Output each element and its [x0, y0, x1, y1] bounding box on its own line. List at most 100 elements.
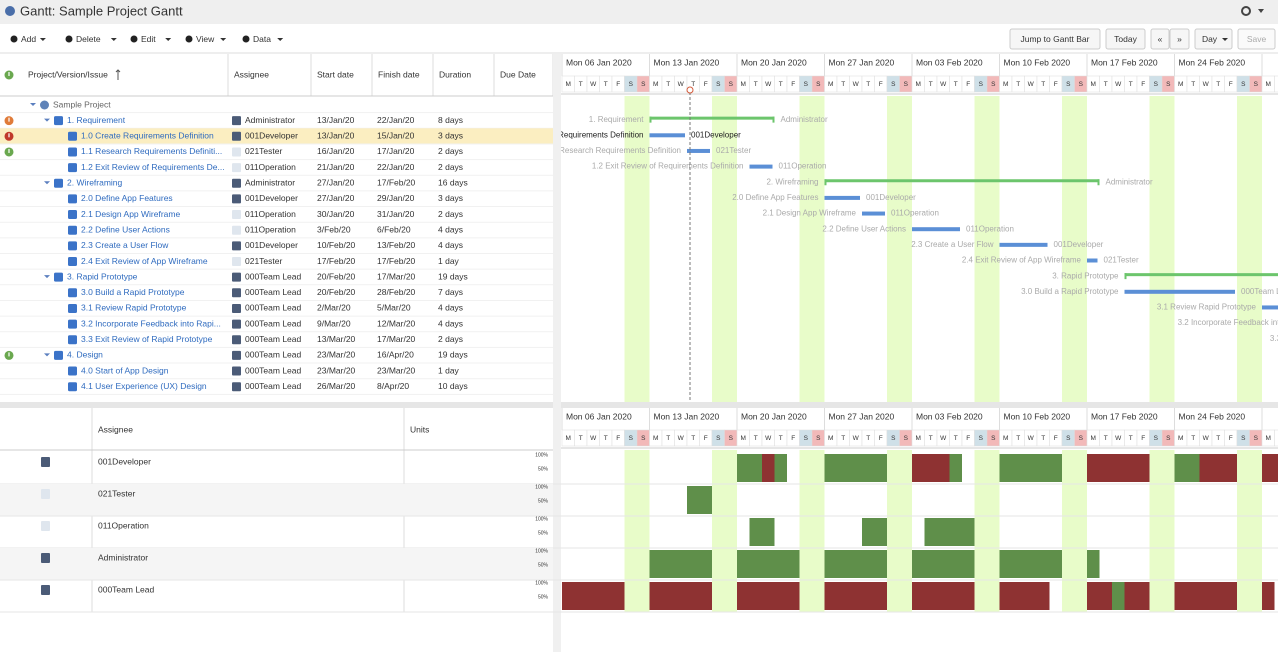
weekend-column	[975, 96, 988, 402]
load-cell	[875, 454, 888, 482]
day-label: S	[1241, 81, 1246, 88]
day-label: F	[1141, 435, 1145, 442]
load-cell	[875, 518, 888, 546]
issue-name[interactable]: 1.2 Exit Review of Requirements De...	[81, 162, 225, 172]
day-label: F	[1054, 81, 1058, 88]
issue-name[interactable]: 3.3 Exit Review of Rapid Prototype	[81, 334, 213, 344]
assignee: 001Developer	[245, 240, 298, 250]
issue-name[interactable]: 2.1 Design App Wireframe	[81, 209, 180, 219]
day-label: W	[1203, 435, 1210, 442]
gantt-task-label: 3.1 Review Rapid Prototype	[1157, 303, 1257, 312]
gantt-task-label: 2.1 Design App Wireframe	[763, 209, 857, 218]
avatar	[232, 179, 241, 188]
issue-icon	[68, 226, 77, 235]
vertical-splitter[interactable]	[553, 54, 561, 652]
load-cell	[575, 582, 588, 610]
issue-name[interactable]: 2.2 Define User Actions	[81, 224, 170, 234]
task-bar[interactable]	[912, 227, 960, 231]
toolbar-button[interactable]: »	[1177, 34, 1182, 44]
issue-name[interactable]: 3.2 Incorporate Feedback into Rapi...	[81, 318, 221, 328]
load-cell	[612, 582, 625, 610]
weekend-column	[1062, 96, 1075, 402]
day-label: S	[804, 81, 809, 88]
duration: 4 days	[438, 303, 463, 313]
issue-name[interactable]: 2.3 Create a User Flow	[81, 240, 169, 250]
assignee: 000Team Lead	[245, 334, 302, 344]
day-label: W	[940, 81, 947, 88]
load-cell	[687, 486, 700, 514]
day-label: T	[604, 81, 608, 88]
issue-name[interactable]: 3.1 Review Rapid Prototype	[81, 303, 187, 313]
duration: 3 days	[438, 131, 463, 141]
load-cell	[1025, 454, 1038, 482]
start-date: 2/Mar/20	[317, 303, 351, 313]
issue-name[interactable]: 4.1 User Experience (UX) Design	[81, 381, 207, 391]
issue-name[interactable]: Sample Project	[53, 99, 111, 109]
issue-name[interactable]: 1.1 Research Requirements Definiti...	[81, 146, 222, 156]
day-label: W	[765, 81, 772, 88]
weekend-column	[1162, 450, 1175, 612]
issue-name[interactable]: 2.4 Exit Review of App Wireframe	[81, 256, 208, 266]
column-header: Assignee	[234, 69, 269, 79]
duration: 1 day	[438, 365, 460, 375]
day-label: S	[629, 435, 634, 442]
day-label: S	[904, 435, 909, 442]
task-bar[interactable]	[1087, 259, 1098, 263]
task-bar[interactable]	[862, 212, 885, 216]
day-label: S	[891, 81, 896, 88]
day-label: T	[754, 435, 758, 442]
issue-name[interactable]: 2.0 Define App Features	[81, 193, 173, 203]
start-date: 9/Mar/20	[317, 318, 351, 328]
load-cell	[937, 454, 950, 482]
task-bar[interactable]	[1262, 305, 1278, 309]
issue-name[interactable]: 4.0 Start of App Design	[81, 365, 169, 375]
toolbar-button[interactable]: Today	[1114, 34, 1137, 44]
toolbar-button[interactable]: Data	[253, 34, 271, 44]
day-label: S	[716, 435, 721, 442]
finish-date: 22/Jan/20	[377, 162, 415, 172]
task-bar[interactable]	[650, 133, 686, 137]
avatar	[232, 257, 241, 266]
load-cell	[650, 550, 663, 578]
toolbar-button[interactable]: Day	[1202, 34, 1218, 44]
toolbar-button[interactable]: Save	[1247, 34, 1267, 44]
gantt-task-label: 2.3 Create a User Flow	[911, 240, 993, 249]
tree-toggle	[44, 181, 50, 184]
day-label: S	[1166, 81, 1171, 88]
day-label: S	[904, 81, 909, 88]
gantt-assignee-label: 011Operation	[966, 224, 1014, 233]
issue-name[interactable]: 4. Design	[67, 350, 103, 360]
toolbar-button[interactable]: Jump to Gantt Bar	[1021, 34, 1090, 44]
load-cell	[950, 582, 963, 610]
load-cell	[1087, 582, 1100, 610]
day-label: M	[1091, 435, 1096, 442]
avatar	[232, 116, 241, 125]
task-bar[interactable]	[750, 165, 773, 169]
horizontal-splitter[interactable]	[0, 402, 1278, 408]
week-label: Mon 20 Jan 2020	[741, 411, 807, 421]
day-label: T	[841, 81, 845, 88]
toolbar-button[interactable]: Add	[21, 34, 36, 44]
toolbar-button[interactable]: Edit	[141, 34, 156, 44]
toolbar-button[interactable]: Delete	[76, 34, 101, 44]
task-bar[interactable]	[1000, 243, 1048, 247]
load-cell	[700, 550, 713, 578]
issue-name[interactable]: 1.0 Create Requirements Definition	[81, 131, 214, 141]
assignee: 011Operation	[245, 224, 296, 234]
issue-name[interactable]: 2. Wireframing	[67, 178, 123, 188]
task-bar[interactable]	[1125, 290, 1236, 294]
issue-name[interactable]: 3.0 Build a Rapid Prototype	[81, 287, 185, 297]
toolbar-button[interactable]: View	[196, 34, 215, 44]
gantt-assignee-label: Administrator	[781, 115, 828, 124]
toolbar-button[interactable]: «	[1158, 34, 1163, 44]
weekend-column	[1162, 96, 1175, 402]
status-flag-mark	[8, 352, 9, 356]
load-cell	[762, 582, 775, 610]
task-bar[interactable]	[825, 196, 861, 200]
start-date: 21/Jan/20	[317, 162, 355, 172]
issue-name[interactable]: 3. Rapid Prototype	[67, 271, 138, 281]
start-date: 3/Feb/20	[317, 224, 351, 234]
issue-name[interactable]: 1. Requirement	[67, 115, 126, 125]
duration: 16 days	[438, 178, 468, 188]
